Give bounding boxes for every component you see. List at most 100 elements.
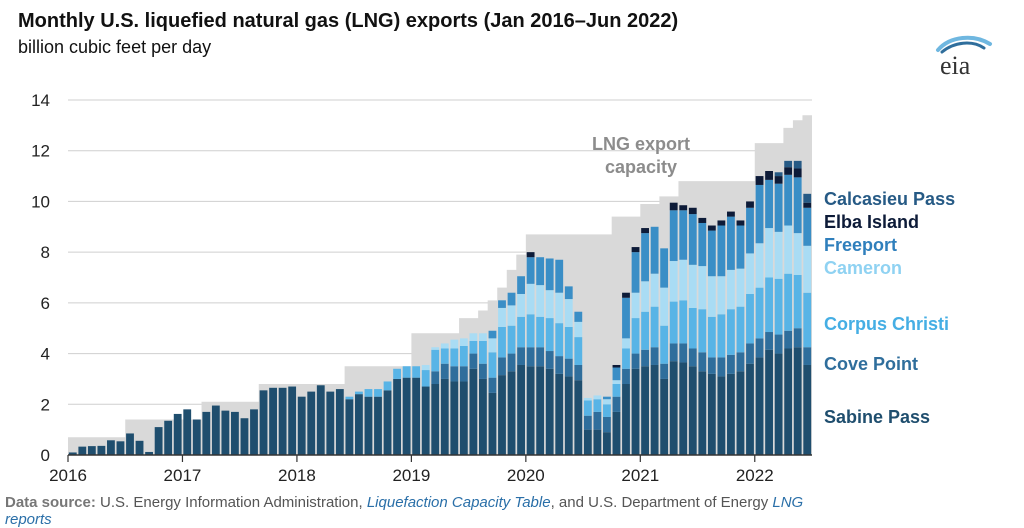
x-tick-label: 2018 bbox=[278, 466, 316, 485]
bar-segment bbox=[574, 380, 583, 455]
capacity-table-link[interactable]: Liquefaction Capacity Table bbox=[366, 494, 551, 511]
bar-segment bbox=[650, 347, 659, 365]
bar-segment bbox=[603, 404, 611, 417]
bar-segment bbox=[564, 358, 573, 377]
bar-segment bbox=[211, 405, 220, 455]
bar-segment bbox=[746, 253, 754, 294]
bar-segment bbox=[803, 202, 812, 208]
bar-segment bbox=[669, 210, 678, 262]
bar-segment bbox=[736, 220, 745, 226]
bar-segment bbox=[564, 326, 573, 359]
bar-segment bbox=[564, 376, 573, 455]
bar-segment bbox=[612, 364, 621, 368]
bar-segment bbox=[364, 396, 373, 455]
bar-segment bbox=[784, 174, 793, 226]
bar-segment bbox=[192, 419, 201, 455]
bar-segment bbox=[793, 160, 802, 169]
bar-segment bbox=[221, 410, 230, 455]
legend-label: Elba Island bbox=[824, 212, 919, 232]
bar-segment bbox=[765, 332, 773, 350]
bar-segment bbox=[250, 409, 258, 455]
bar-segment bbox=[507, 292, 516, 306]
bar-segment bbox=[536, 285, 545, 317]
bar-segment bbox=[459, 338, 468, 346]
bar-segment bbox=[669, 202, 678, 211]
bar-segment bbox=[727, 354, 735, 374]
bar-segment bbox=[545, 351, 554, 369]
bar-segment bbox=[545, 368, 554, 455]
bar-segment bbox=[774, 231, 783, 279]
x-tick-label: 2020 bbox=[507, 466, 545, 485]
bar-segment bbox=[631, 368, 640, 455]
bar-segment bbox=[774, 183, 783, 232]
bar-segment bbox=[536, 316, 545, 348]
bar-segment bbox=[383, 390, 392, 455]
bar-segment bbox=[698, 352, 707, 372]
bar-segment bbox=[774, 176, 783, 184]
bar-segment bbox=[793, 233, 802, 275]
bar-segment bbox=[183, 409, 192, 455]
bar-segment bbox=[622, 292, 630, 298]
bars bbox=[68, 160, 812, 455]
bar-segment bbox=[803, 207, 812, 246]
bar-segment bbox=[669, 261, 678, 302]
bar-segment bbox=[316, 385, 325, 455]
bar-segment bbox=[641, 366, 649, 455]
bar-segment bbox=[784, 225, 793, 274]
bar-segment bbox=[269, 387, 277, 455]
y-tick-label: 0 bbox=[41, 446, 50, 465]
bar-segment bbox=[536, 347, 545, 367]
bar-segment bbox=[603, 432, 611, 455]
bar-segment bbox=[450, 381, 459, 455]
bar-segment bbox=[536, 257, 545, 286]
bar-segment bbox=[440, 348, 449, 364]
bar-segment bbox=[679, 362, 688, 455]
bar-segment bbox=[641, 349, 649, 367]
source-text-1: U.S. Energy Information Administration, bbox=[95, 494, 367, 511]
bar-segment bbox=[612, 411, 621, 455]
bar-segment bbox=[412, 366, 421, 378]
bar-segment bbox=[374, 396, 382, 455]
bar-segment bbox=[517, 364, 525, 455]
bar-segment bbox=[688, 214, 697, 265]
bar-segment bbox=[555, 259, 564, 293]
bar-segment bbox=[517, 316, 525, 348]
x-tick-label: 2019 bbox=[392, 466, 430, 485]
bar-segment bbox=[126, 433, 134, 455]
bar-segment bbox=[746, 293, 754, 344]
capacity-label-line2: capacity bbox=[605, 157, 677, 177]
bar-segment bbox=[345, 396, 354, 400]
bar-segment bbox=[278, 387, 287, 455]
bar-segment bbox=[583, 429, 592, 455]
bar-segment bbox=[727, 269, 735, 310]
source-text-2: , and U.S. Department of Energy bbox=[550, 494, 773, 511]
bar-segment bbox=[431, 384, 440, 455]
bar-segment bbox=[784, 273, 793, 331]
bar-segment bbox=[793, 347, 802, 455]
bar-segment bbox=[297, 396, 306, 455]
bar-segment bbox=[526, 314, 535, 348]
bar-segment bbox=[583, 415, 592, 430]
bar-segment bbox=[727, 309, 735, 355]
y-tick-label: 8 bbox=[41, 243, 50, 262]
bar-segment bbox=[97, 445, 106, 455]
bar-segment bbox=[803, 193, 812, 203]
bar-segment bbox=[688, 264, 697, 308]
bar-segment bbox=[479, 378, 487, 455]
bar-segment bbox=[402, 377, 411, 455]
x-tick-label: 2022 bbox=[736, 466, 774, 485]
bar-segment bbox=[631, 292, 640, 319]
bar-segment bbox=[727, 211, 735, 217]
lng-reports-link[interactable]: LNG bbox=[772, 494, 804, 511]
bar-segment bbox=[574, 337, 583, 365]
bar-segment bbox=[402, 366, 411, 378]
bar-segment bbox=[698, 222, 707, 267]
legend-label: Corpus Christi bbox=[824, 314, 949, 334]
lng-reports-link-cont[interactable]: reports bbox=[5, 511, 52, 528]
bar-segment bbox=[498, 375, 506, 455]
x-tick-label: 2016 bbox=[49, 466, 87, 485]
bar-segment bbox=[507, 305, 516, 326]
bar-segment bbox=[326, 391, 335, 455]
bar-segment bbox=[583, 400, 592, 416]
bar-segment bbox=[755, 287, 764, 339]
